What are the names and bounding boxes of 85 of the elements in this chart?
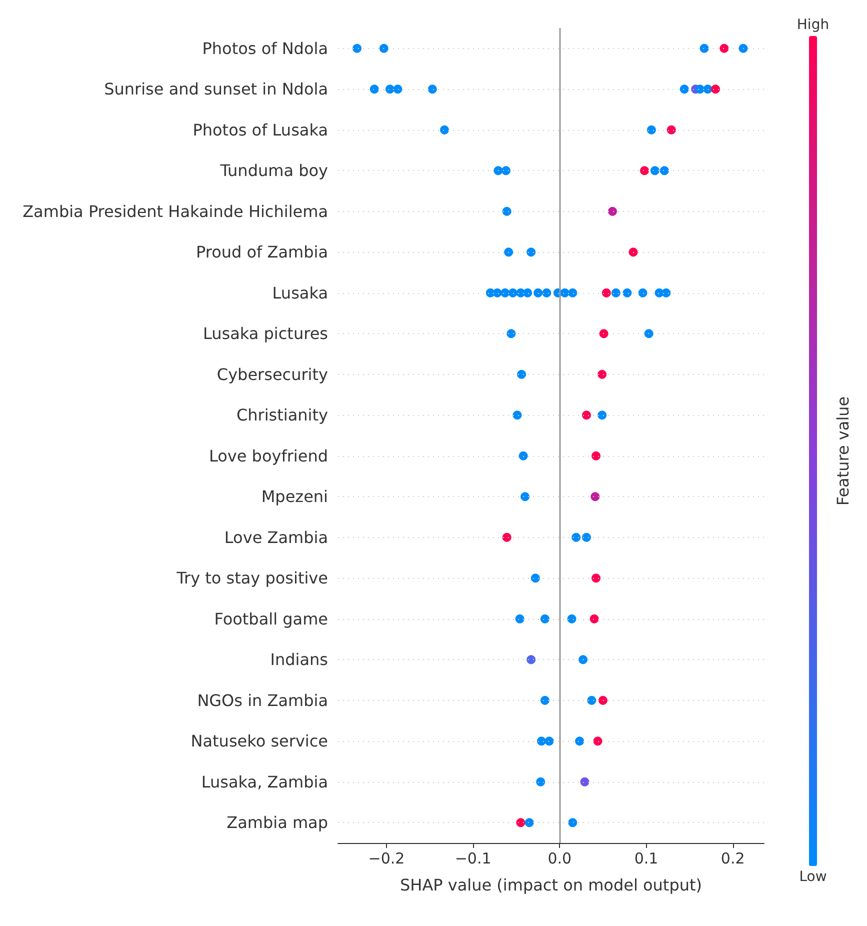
point <box>598 696 608 705</box>
point <box>720 44 729 53</box>
point <box>602 288 611 298</box>
point <box>582 532 591 542</box>
x-tick-label: −0.2 <box>368 850 405 868</box>
text: High <box>796 17 830 33</box>
y-tick-label: NGOs in Zambia <box>197 690 328 710</box>
point <box>738 44 748 53</box>
point <box>526 248 536 257</box>
y-tick-label: Lusaka pictures <box>202 324 328 344</box>
point <box>536 777 546 786</box>
point <box>593 736 602 746</box>
y-tick-label: Love Zambia <box>224 528 328 547</box>
point <box>393 84 402 94</box>
y-tick-label: Try to stay positive <box>176 568 328 588</box>
y-tick-label: Love boyfriend <box>208 446 328 466</box>
y-tick-label: Christianity <box>236 406 328 425</box>
point <box>646 125 656 134</box>
point <box>379 44 388 53</box>
point <box>544 736 554 746</box>
y-tick-label: Zambia President Hakainde Hichilema <box>22 202 328 221</box>
point <box>680 84 689 94</box>
point <box>568 818 578 828</box>
point <box>536 736 546 746</box>
point <box>598 410 607 420</box>
point <box>517 370 526 379</box>
point <box>575 736 584 746</box>
point <box>590 492 600 502</box>
point <box>518 451 528 460</box>
text: Low <box>799 869 827 885</box>
y-tick-label: Mpezeni <box>261 487 328 506</box>
point <box>662 288 671 298</box>
point <box>700 44 709 53</box>
point <box>524 818 534 828</box>
point <box>622 288 632 298</box>
point <box>611 288 620 298</box>
point <box>695 84 704 94</box>
point <box>370 84 379 94</box>
point <box>440 125 449 134</box>
point <box>540 696 550 705</box>
y-tick-label: Cybersecurity <box>216 364 328 384</box>
y-tick-label: Football game <box>214 609 328 628</box>
y-tick-label: Photos of Lusaka <box>192 120 328 140</box>
y-tick-label: Indians <box>270 650 328 670</box>
point <box>515 614 524 624</box>
point <box>540 614 550 624</box>
point <box>578 655 588 664</box>
y-tick-label: Proud of Zambia <box>196 242 328 262</box>
point <box>567 614 576 624</box>
x-tick-label: 0.0 <box>548 850 572 868</box>
x-tick-label: 0.1 <box>634 850 658 868</box>
point <box>494 166 503 176</box>
point <box>385 84 394 94</box>
point <box>660 166 669 176</box>
y-tick-label: Photos of Ndola <box>202 38 328 58</box>
point <box>500 288 510 298</box>
point <box>703 84 712 94</box>
y-tick-label: Sunrise and sunset in Ndola <box>104 80 328 99</box>
y-tick-label: Tunduma boy <box>219 161 328 180</box>
point <box>501 166 510 176</box>
y-tick-label: Natuseko service <box>190 732 328 751</box>
point <box>638 288 648 298</box>
point <box>506 329 516 338</box>
point <box>568 288 578 298</box>
point <box>530 574 540 583</box>
point <box>352 44 362 53</box>
y-tick-label: Lusaka <box>272 283 328 302</box>
point <box>526 655 536 664</box>
point <box>590 614 599 624</box>
point <box>534 288 543 298</box>
color-bar-title: Feature value <box>834 396 852 506</box>
point <box>504 248 514 257</box>
point <box>608 206 617 216</box>
x-tick-label: 0.2 <box>720 850 745 868</box>
point <box>587 696 596 705</box>
point <box>644 329 654 338</box>
x-tick-label: −0.1 <box>454 850 492 868</box>
y-tick-label: Zambia map <box>226 813 328 832</box>
point <box>512 410 522 420</box>
y-tick-label: Lusaka, Zambia <box>201 772 328 792</box>
point <box>572 532 581 542</box>
x-axis-title: SHAP value (impact on model output) <box>400 876 702 894</box>
point <box>542 288 552 298</box>
point <box>502 206 512 216</box>
point <box>520 492 530 502</box>
